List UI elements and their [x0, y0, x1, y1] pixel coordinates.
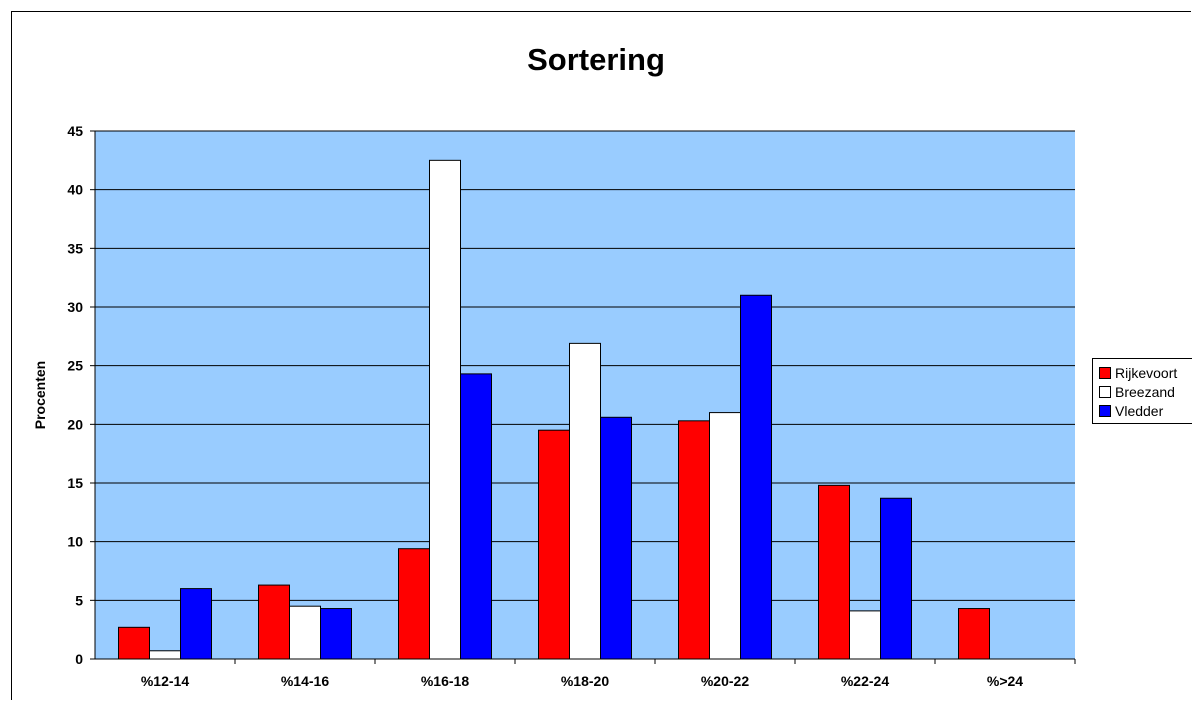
legend: Rijkevoort Breezand Vledder [1092, 358, 1192, 424]
y-axis-title: Procenten [32, 361, 48, 429]
x-tick-label: %20-22 [701, 673, 749, 689]
x-tick-label: %12-14 [141, 673, 189, 689]
y-tick-label: 10 [67, 534, 83, 550]
legend-swatch-rijkevoort [1099, 366, 1111, 379]
legend-label-breezand: Breezand [1115, 383, 1175, 400]
legend-item-rijkevoort: Rijkevoort [1099, 363, 1192, 382]
y-tick-label: 15 [67, 475, 83, 491]
bar-vledder-5 [880, 497, 912, 660]
bar-vledder-2 [460, 373, 492, 660]
bar-vledder-1 [320, 608, 352, 660]
y-tick-label: 30 [67, 299, 83, 315]
bar-vledder-3 [600, 416, 632, 660]
y-tick-label: 5 [75, 592, 83, 608]
y-tick-label: 40 [67, 182, 83, 198]
bar-breezand-5 [849, 610, 881, 660]
bar-breezand-4 [709, 412, 741, 660]
legend-item-vledder: Vledder [1099, 401, 1192, 420]
bar-rijkevoort-2 [398, 548, 430, 660]
y-tick-label: 0 [75, 651, 83, 667]
x-tick-label: %>24 [987, 673, 1023, 689]
bar-breezand-1 [289, 605, 321, 660]
legend-item-breezand: Breezand [1099, 382, 1192, 401]
x-tick-label: %14-16 [281, 673, 329, 689]
x-tick-label: %16-18 [421, 673, 469, 689]
bar-rijkevoort-5 [818, 484, 850, 660]
legend-swatch-breezand [1099, 385, 1111, 398]
y-tick-label: 45 [67, 123, 83, 139]
y-tick-label: 20 [67, 416, 83, 432]
legend-label-vledder: Vledder [1115, 402, 1164, 419]
bar-vledder-4 [740, 294, 772, 660]
bar-vledder-0 [180, 588, 212, 660]
chart-title: Sortering [527, 42, 665, 77]
x-tick-label: %18-20 [561, 673, 609, 689]
x-tick-label: %22-24 [841, 673, 889, 689]
bar-rijkevoort-3 [538, 429, 570, 660]
bar-rijkevoort-6 [958, 608, 990, 660]
legend-label-rijkevoort: Rijkevoort [1115, 364, 1178, 381]
bar-breezand-0 [149, 650, 181, 660]
bar-rijkevoort-0 [118, 626, 150, 660]
chart-frame [11, 11, 1191, 700]
y-tick-label: 25 [67, 358, 83, 374]
bar-breezand-2 [429, 159, 461, 660]
bar-rijkevoort-4 [678, 420, 710, 660]
bar-rijkevoort-1 [258, 584, 290, 660]
y-tick-label: 35 [67, 240, 83, 256]
legend-swatch-vledder [1099, 404, 1111, 417]
bar-breezand-3 [569, 342, 601, 660]
